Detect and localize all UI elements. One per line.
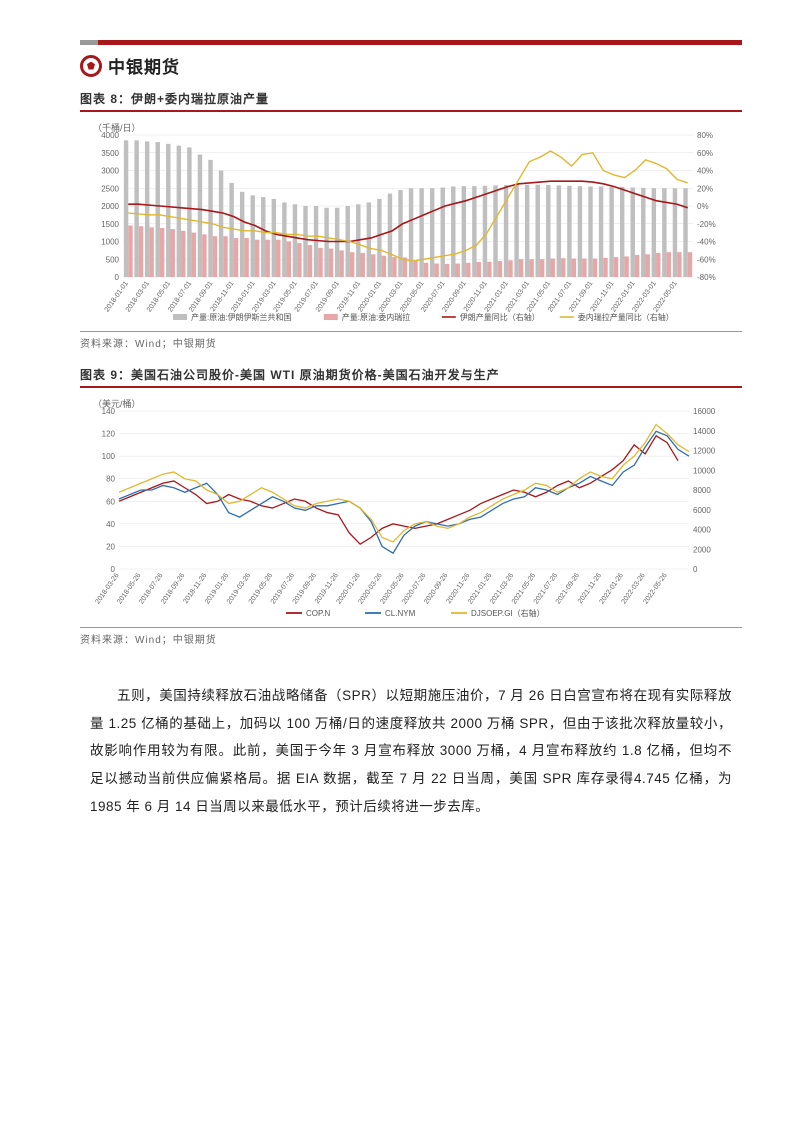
svg-text:-40%: -40% — [697, 238, 716, 247]
svg-text:委内瑞拉产量同比（右轴）: 委内瑞拉产量同比（右轴） — [578, 312, 674, 322]
brand-name: 中银期货 — [108, 53, 180, 78]
figure-8: 图表 8：伊朗+委内瑞拉原油产量 （千桶/日）05001000150020002… — [80, 90, 742, 350]
figure-9-source: 资料来源：Wind；中银期货 — [80, 627, 742, 646]
svg-text:20: 20 — [106, 542, 115, 551]
svg-text:80: 80 — [106, 475, 115, 484]
svg-text:-80%: -80% — [697, 273, 716, 282]
brand-logo-icon — [80, 55, 102, 77]
svg-text:14000: 14000 — [693, 427, 716, 436]
svg-text:2022-05-26: 2022-05-26 — [642, 572, 668, 605]
svg-text:60%: 60% — [697, 149, 713, 158]
figure-8-svg: （千桶/日）05001000150020002500300035004000-8… — [81, 117, 731, 327]
figure-8-source: 资料来源：Wind；中银期货 — [80, 331, 742, 350]
svg-text:60: 60 — [106, 497, 115, 506]
svg-text:80%: 80% — [697, 131, 713, 140]
svg-text:2000: 2000 — [101, 202, 119, 211]
svg-text:产量:原油:伊朗伊斯兰共和国: 产量:原油:伊朗伊斯兰共和国 — [191, 312, 291, 322]
svg-text:-20%: -20% — [697, 220, 716, 229]
svg-text:2000: 2000 — [693, 545, 711, 554]
svg-text:4000: 4000 — [693, 526, 711, 535]
figure-9-title: 图表 9：美国石油公司股价-美国 WTI 原油期货价格-美国石油开发与生产 — [80, 366, 742, 388]
svg-text:10000: 10000 — [693, 466, 716, 475]
svg-text:40%: 40% — [697, 167, 713, 176]
svg-text:12000: 12000 — [693, 447, 716, 456]
figure-9-svg: （美元/桶）0204060801001201400200040006000800… — [81, 393, 731, 623]
svg-text:0: 0 — [115, 273, 120, 282]
svg-text:16000: 16000 — [693, 407, 716, 416]
svg-text:3500: 3500 — [101, 149, 119, 158]
svg-text:COP.N: COP.N — [306, 609, 331, 618]
figure-8-title: 图表 8：伊朗+委内瑞拉原油产量 — [80, 90, 742, 112]
svg-text:1500: 1500 — [101, 220, 119, 229]
svg-text:产量:原油:委内瑞拉: 产量:原油:委内瑞拉 — [342, 312, 410, 322]
svg-text:8000: 8000 — [693, 486, 711, 495]
svg-text:20%: 20% — [697, 184, 713, 193]
svg-text:-60%: -60% — [697, 255, 716, 264]
svg-text:CL.NYM: CL.NYM — [385, 609, 416, 618]
body-paragraph: 五则，美国持续释放石油战略储备（SPR）以短期施压油价，7 月 26 日白宫宣布… — [80, 682, 742, 820]
svg-text:伊朗产量同比（右轴）: 伊朗产量同比（右轴） — [460, 312, 540, 322]
svg-text:500: 500 — [106, 255, 120, 264]
header-rule — [80, 40, 742, 45]
svg-text:0%: 0% — [697, 202, 709, 211]
svg-text:0: 0 — [693, 565, 698, 574]
figure-9: 图表 9：美国石油公司股价-美国 WTI 原油期货价格-美国石油开发与生产 （美… — [80, 366, 742, 646]
svg-text:3000: 3000 — [101, 167, 119, 176]
svg-text:DJSOEP.GI（右轴）: DJSOEP.GI（右轴） — [471, 608, 545, 618]
body-text: 五则，美国持续释放石油战略储备（SPR）以短期施压油价，7 月 26 日白宫宣布… — [90, 682, 732, 820]
svg-text:2500: 2500 — [101, 184, 119, 193]
svg-text:（美元/桶）: （美元/桶） — [93, 398, 141, 409]
svg-text:1000: 1000 — [101, 238, 119, 247]
svg-text:100: 100 — [102, 452, 116, 461]
svg-text:40: 40 — [106, 520, 115, 529]
svg-text:120: 120 — [102, 430, 116, 439]
svg-text:140: 140 — [102, 407, 116, 416]
brand: 中银期货 — [80, 53, 742, 78]
svg-text:6000: 6000 — [693, 506, 711, 515]
svg-text:4000: 4000 — [101, 131, 119, 140]
